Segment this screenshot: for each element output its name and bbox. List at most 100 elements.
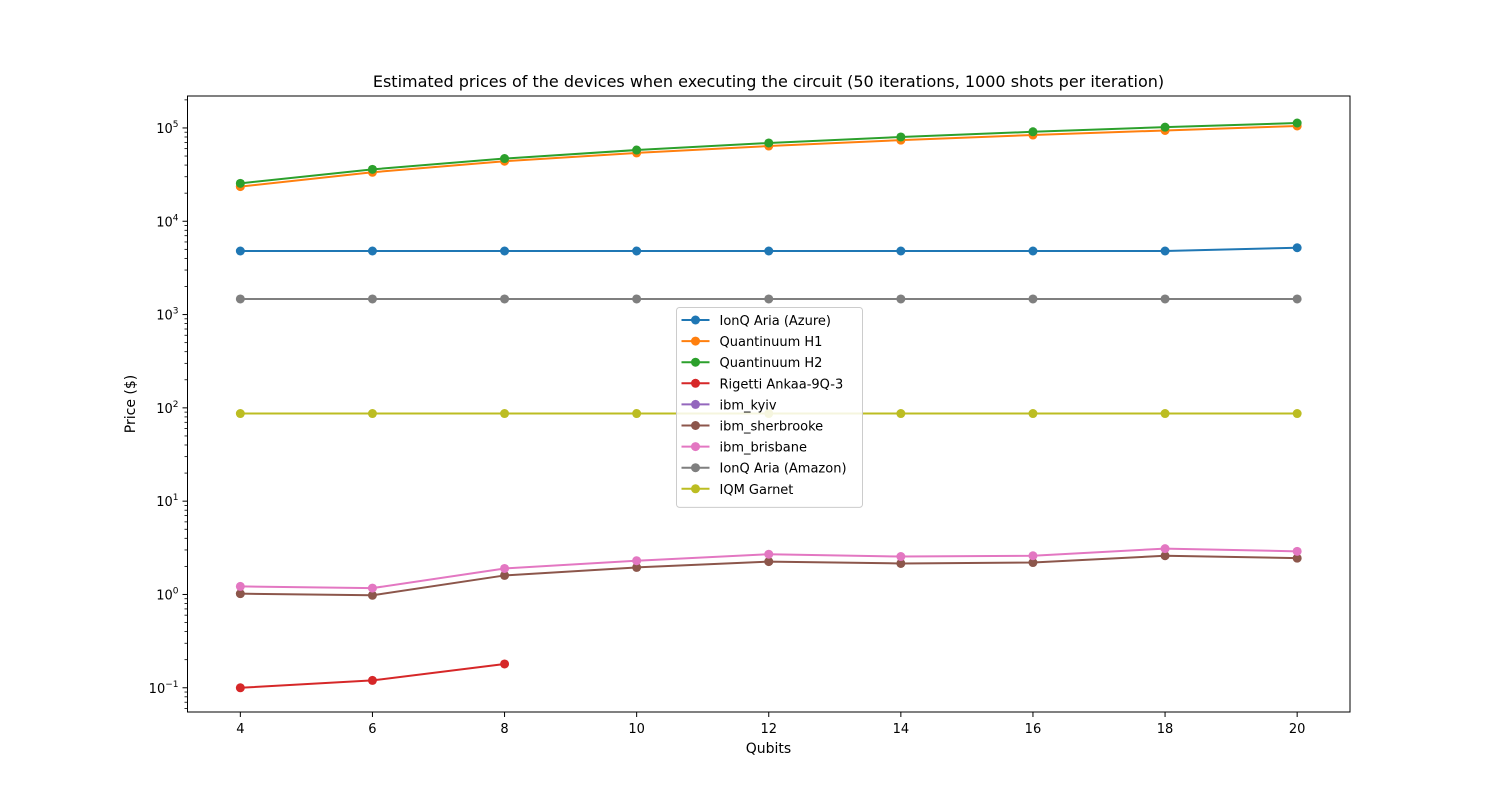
data-point [632,556,642,566]
legend-entry: IonQ Aria (Amazon) [681,462,847,477]
x-axis-label: Qubits [746,741,791,757]
data-point [367,246,377,256]
data-point [896,246,906,256]
legend-label: ibm_kyiv [720,398,777,413]
data-point [1292,118,1302,128]
legend-label: Rigetti Ankaa-9Q-3 [720,377,844,392]
data-point [764,138,774,148]
data-point [632,409,642,419]
data-point [500,409,510,419]
data-point [1028,127,1038,137]
x-tick-label: 12 [760,722,777,737]
data-point [1160,122,1170,132]
data-point [367,583,377,593]
y-tick-label: 104 [156,213,179,230]
data-point [367,409,377,419]
x-tick-label: 18 [1157,722,1174,737]
data-point [764,557,774,567]
data-point [235,294,245,304]
plot-area [187,95,1351,713]
legend-label: ibm_brisbane [720,441,807,456]
x-tick-label: 6 [368,722,376,737]
data-point [367,164,377,174]
data-point [764,549,774,559]
chart-title: Estimated prices of the devices when exe… [373,72,1164,91]
legend-entry: ibm_brisbane [681,441,807,456]
legend-label: ibm_sherbrooke [720,420,824,435]
data-point [1028,294,1038,304]
x-tick-label: 10 [628,722,645,737]
series-5 [235,551,1302,600]
x-tick-label: 8 [500,722,508,737]
data-point [235,178,245,188]
data-point [1160,294,1170,304]
data-point [1160,544,1170,554]
x-tick-label: 14 [893,722,910,737]
data-point [764,246,774,256]
data-point [1160,246,1170,256]
legend-entry: IQM Garnet [681,483,794,498]
data-point [1028,551,1038,561]
series-0 [235,243,1302,256]
data-point [896,558,906,568]
data-point [632,294,642,304]
legend-marker [691,378,700,388]
data-point [367,675,377,685]
legend-marker [691,399,700,409]
data-point [1292,553,1302,563]
data-point [1292,409,1302,419]
data-point [632,145,642,155]
data-point [632,246,642,256]
data-point [896,294,906,304]
data-point [1028,246,1038,256]
legend-label: IonQ Aria (Azure) [720,314,832,329]
data-point [500,570,510,580]
y-axis: 10−1 100 101 102 103 104 105 [149,99,188,709]
x-tick-label: 20 [1289,722,1306,737]
data-point [1292,294,1302,304]
data-point [500,563,510,573]
data-point [500,154,510,164]
data-point [764,294,774,304]
legend-marker [691,421,700,430]
series-3 [235,659,510,693]
y-tick-label: 101 [156,493,178,510]
data-point [896,132,906,142]
legend-label: Quantinuum H1 [720,335,823,350]
legend-label: IonQ Aria (Amazon) [720,462,847,477]
series-2 [235,118,1302,188]
data-point [1028,558,1038,568]
legend-entry: Quantinuum H2 [681,356,823,371]
data-point [1292,243,1302,253]
legend-marker [691,463,700,473]
data-point [235,683,245,693]
legend-label: Quantinuum H2 [720,356,823,371]
data-point [235,589,245,599]
legend-marker [691,315,700,325]
legend-marker [691,357,700,367]
legend-marker [691,442,700,452]
x-axis: 4 6 8 10 12 14 16 18 20 [236,712,1305,737]
series-7 [235,294,1302,304]
data-point [1292,546,1302,556]
y-tick-label: 102 [156,400,178,417]
y-tick-label: 103 [156,307,178,324]
data-point [235,246,245,256]
legend-label: IQM Garnet [720,483,794,498]
legend: IonQ Aria (Azure) Quantinuum H1 Quantinuum… [676,307,863,508]
data-point [896,552,906,562]
y-axis-label: Price ($) [123,375,139,433]
x-tick-label: 4 [236,722,244,737]
data-point [1160,409,1170,419]
legend-entry: ibm_kyiv [681,398,777,413]
data-point [235,409,245,419]
legend-box [676,307,863,508]
legend-entry: Quantinuum H1 [681,335,823,350]
data-point [1160,551,1170,561]
data-point [1028,409,1038,419]
y-tick-label: 10−1 [149,680,179,697]
data-point [367,590,377,600]
legend-marker [691,484,700,494]
